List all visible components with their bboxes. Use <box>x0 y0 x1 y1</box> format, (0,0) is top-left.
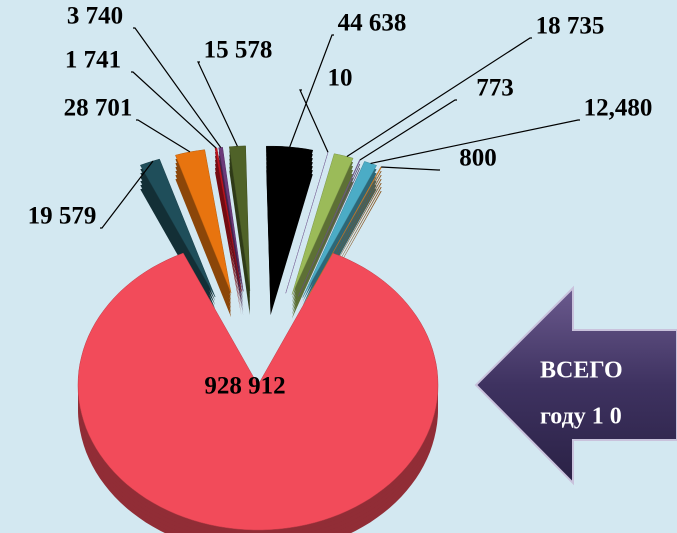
slice-side <box>298 167 361 305</box>
slice-side <box>215 159 242 304</box>
slice-side <box>215 151 242 296</box>
data-label: 928 912 <box>204 373 285 400</box>
leader-line <box>381 166 440 171</box>
slice-side <box>291 161 354 303</box>
slice-side <box>218 155 244 300</box>
slice-side <box>215 163 242 308</box>
slice-side <box>302 165 377 302</box>
slice-side <box>215 171 242 316</box>
leader-line <box>370 119 580 164</box>
data-label: 15 578 <box>204 37 273 64</box>
leader-line <box>197 61 238 147</box>
slice <box>139 158 216 298</box>
data-label: 12,480 <box>584 95 653 122</box>
slice <box>291 153 354 295</box>
data-label: 18 735 <box>536 13 605 40</box>
data-label: 19 579 <box>28 203 97 230</box>
data-label: 800 <box>459 145 497 172</box>
leader-line <box>289 34 334 148</box>
slice-side <box>215 155 242 300</box>
leader-line <box>136 119 191 153</box>
data-label: 28 701 <box>64 95 133 122</box>
data-label: 44 638 <box>338 10 407 37</box>
data-label: 1 741 <box>65 47 121 74</box>
slice-side <box>291 165 354 307</box>
leader-line <box>346 37 532 158</box>
leader-line <box>299 89 329 153</box>
annotation: году 1 0 <box>540 404 622 430</box>
data-label: 10 <box>328 65 353 92</box>
leader-line <box>359 99 457 161</box>
slice-side <box>215 167 242 312</box>
leader-line <box>100 160 154 229</box>
total-arrow <box>474 285 677 486</box>
leader-line <box>131 71 217 149</box>
slice-side <box>302 169 377 306</box>
slice-side <box>291 169 354 311</box>
data-label: 3 740 <box>67 3 123 30</box>
data-label: 773 <box>476 75 514 102</box>
annotation: ВСЕГО <box>540 358 623 384</box>
slice-side <box>218 151 244 296</box>
slice <box>77 252 439 531</box>
slice-side <box>291 157 354 299</box>
leader-line <box>133 27 222 148</box>
slice-side <box>298 163 361 301</box>
